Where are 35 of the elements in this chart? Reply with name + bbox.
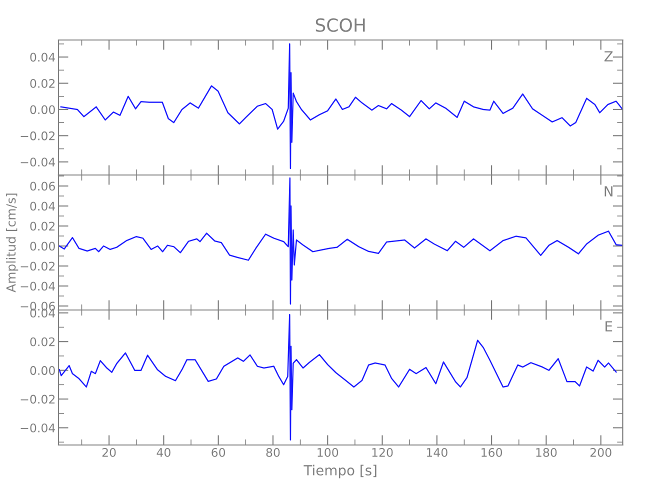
annotation: E bbox=[606, 321, 612, 332]
x-tick-label: 40 bbox=[156, 448, 170, 457]
x-tick-label: 200 bbox=[590, 448, 612, 457]
y-tick-label: −0.04 bbox=[20, 282, 56, 291]
y-tick-label: 0.02 bbox=[30, 337, 55, 346]
y-tick-label: −0.02 bbox=[20, 131, 55, 140]
x-tick-label: 160 bbox=[482, 448, 502, 457]
y-tick-label: −0.04 bbox=[20, 158, 56, 167]
x-axis-title: Tiempo [s] bbox=[304, 464, 376, 478]
x-tick-label: 100 bbox=[318, 448, 338, 457]
y-tick-label: 0.00 bbox=[30, 242, 55, 251]
line-series bbox=[58, 314, 617, 440]
y-tick-label: −0.02 bbox=[20, 394, 55, 404]
x-tick-label: 120 bbox=[372, 448, 393, 457]
x-tick-label: 80 bbox=[266, 448, 280, 457]
x-tick-label: 140 bbox=[426, 448, 448, 457]
y-tick-label: 0.02 bbox=[30, 78, 55, 88]
y-tick-label: 0.02 bbox=[30, 222, 55, 231]
chart-title: SCOH bbox=[316, 18, 365, 32]
y-axis-title: Amplitud [cm/s] bbox=[6, 194, 18, 292]
line-series bbox=[60, 43, 623, 170]
y-tick-label: −0.06 bbox=[20, 302, 55, 311]
x-tick-label: 180 bbox=[536, 448, 557, 457]
annotation: Z bbox=[604, 51, 613, 62]
y-tick-label: 0.00 bbox=[30, 105, 55, 114]
line-series bbox=[58, 177, 623, 305]
y-tick-label: 0.00 bbox=[30, 366, 55, 375]
y-tick-label: 0.04 bbox=[30, 202, 56, 211]
x-tick-label: 20 bbox=[102, 448, 116, 457]
y-tick-label: 0.04 bbox=[30, 52, 56, 62]
x-tick-label: 60 bbox=[212, 448, 226, 457]
y-tick-label: −0.02 bbox=[20, 262, 55, 271]
annotation: N bbox=[604, 186, 612, 196]
y-tick-label: −0.04 bbox=[20, 423, 56, 432]
y-tick-label: 0.06 bbox=[30, 182, 55, 191]
